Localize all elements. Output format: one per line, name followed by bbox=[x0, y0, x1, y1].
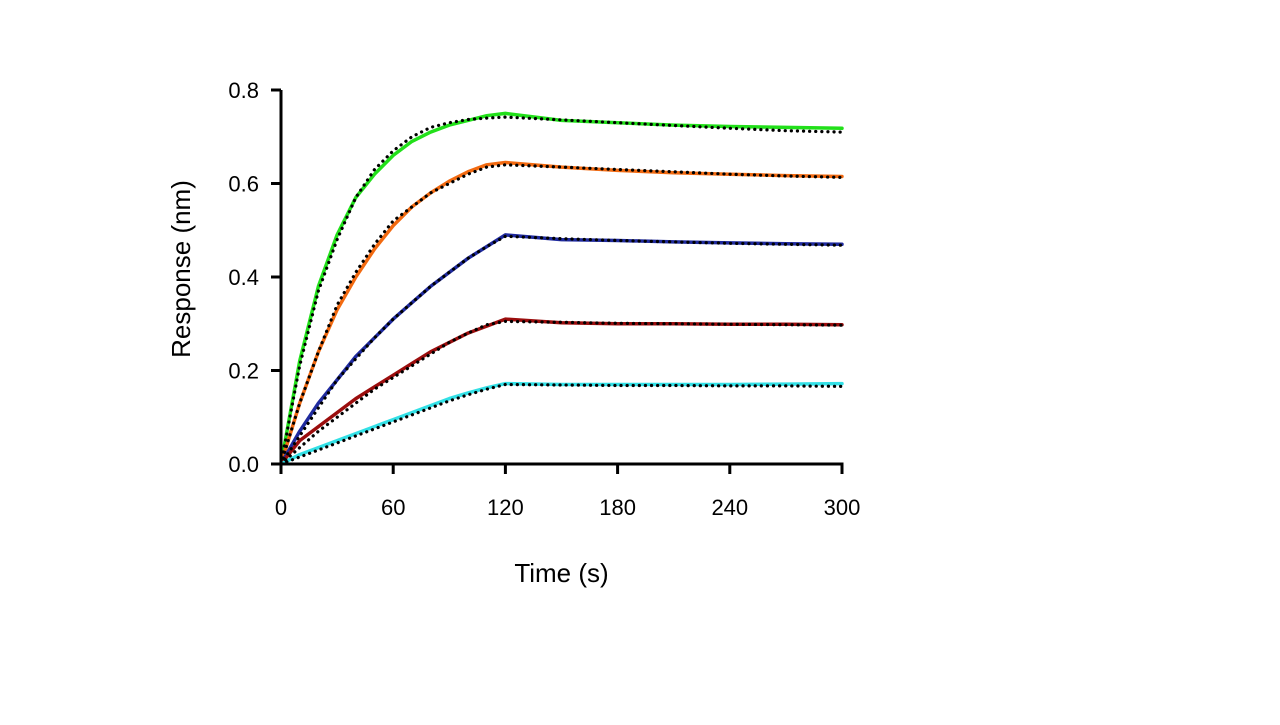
fit-curve-7 bbox=[279, 319, 844, 466]
fit-curve-5 bbox=[279, 234, 844, 466]
ticks-layer: 0.0 0.2 0.4 0.6 0.8 0 60 120 180 240 300 bbox=[228, 78, 860, 520]
response-curve-2 bbox=[279, 160, 844, 466]
x-tick-label: 60 bbox=[381, 495, 405, 520]
x-tick-label: 180 bbox=[599, 495, 636, 520]
x-tick-label: 240 bbox=[711, 495, 748, 520]
series-layer bbox=[279, 111, 844, 466]
y-tick-label: 0.4 bbox=[228, 265, 259, 290]
x-tick-label: 0 bbox=[275, 495, 287, 520]
fit-curve-3 bbox=[279, 163, 844, 466]
fit-curve-1 bbox=[279, 115, 844, 466]
x-axis-title: Time (s) bbox=[514, 558, 608, 588]
x-tick-label: 300 bbox=[824, 495, 861, 520]
axes-layer bbox=[279, 90, 844, 466]
y-tick-label: 0.6 bbox=[228, 172, 259, 197]
y-tick-label: 0.0 bbox=[228, 452, 259, 477]
x-tick-label: 120 bbox=[487, 495, 524, 520]
fit-curve-9 bbox=[279, 382, 844, 466]
response-curve-6 bbox=[279, 317, 844, 466]
response-curve-8 bbox=[279, 381, 844, 466]
y-tick-label: 0.2 bbox=[228, 359, 259, 384]
response-curve-0 bbox=[279, 111, 844, 466]
y-axis-title: Response (nm) bbox=[166, 180, 196, 358]
y-tick-label: 0.8 bbox=[228, 78, 259, 103]
